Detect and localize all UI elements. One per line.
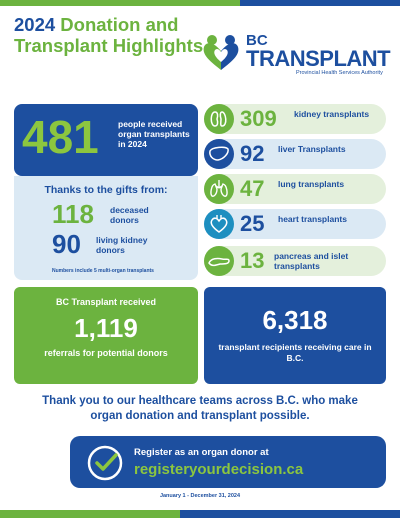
referrals-top-text: BC Transplant received — [55, 297, 157, 307]
date-range: January 1 - December 31, 2024 — [159, 493, 241, 499]
register-banner[interactable] — [70, 436, 386, 488]
logo-line1: BC — [246, 32, 268, 49]
logo-line2: TRANSPLANT — [246, 46, 391, 71]
recipients-text: people received organ transplants in 202… — [118, 119, 190, 149]
title-year: 2024 — [14, 14, 56, 35]
care-panel — [204, 287, 386, 384]
pancreas-label: pancreas and islet transplants — [274, 251, 349, 271]
kidney-label: kidney transplants — [294, 109, 370, 119]
gifts-panel — [14, 176, 198, 280]
organ-row-heart: 25 heart transplants — [204, 209, 386, 239]
pancreas-icon — [204, 246, 234, 276]
heart-label: heart transplants — [278, 214, 347, 224]
recipients-panel — [14, 104, 198, 176]
logo-line3: Provincial Health Services Authority — [296, 70, 383, 76]
deceased-donors-number: 118 — [52, 199, 94, 229]
gifts-heading: Thanks to the gifts from: — [44, 184, 168, 196]
living-donors-number: 90 — [52, 229, 81, 259]
heart-number: 25 — [240, 211, 265, 236]
lung-label: lung transplants — [278, 179, 345, 189]
lung-number: 47 — [240, 176, 265, 201]
care-number: 6,318 — [262, 305, 328, 335]
referrals-panel — [14, 287, 198, 384]
register-line: Register as an organ donor at — [134, 447, 269, 458]
top-color-strip — [0, 0, 400, 6]
lungs-icon — [204, 174, 234, 204]
referrals-bottom-text: referrals for potential donors — [44, 348, 168, 358]
organ-row-liver: 92 liver Transplants — [204, 139, 386, 169]
liver-number: 92 — [240, 141, 265, 166]
kidney-icon — [204, 104, 234, 134]
people-heart-logo-icon — [203, 35, 239, 70]
deceased-donors-label: deceased donors — [110, 205, 149, 225]
recipients-number: 481 — [22, 111, 99, 163]
organ-row-kidney: 309 kidney transplants — [204, 104, 386, 134]
care-text: transplant recipients receiving care in … — [218, 342, 372, 363]
checkmark-circle-icon — [87, 445, 123, 481]
liver-label: liver Transplants — [278, 144, 346, 154]
bottom-color-strip — [0, 510, 400, 518]
kidney-number: 309 — [240, 106, 277, 131]
multi-organ-footnote: Numbers include 5 multi-organ transplant… — [52, 268, 154, 274]
living-donors-label: living kidney donors — [96, 235, 148, 255]
bc-transplant-logo: BC TRANSPLANT Provincial Health Services… — [200, 32, 391, 80]
organ-row-lung: 47 lung transplants — [204, 174, 386, 204]
organ-row-pancreas: 13 pancreas and islet transplants — [204, 246, 386, 276]
register-link[interactable]: registeryourdecision.ca — [134, 461, 304, 478]
thank-you-message: Thank you to our healthcare teams across… — [42, 395, 358, 422]
referrals-number: 1,119 — [74, 313, 138, 343]
page-title: 2024 Donation and Transplant Highlights — [14, 14, 204, 56]
heart-icon — [204, 209, 234, 239]
liver-icon — [204, 139, 234, 169]
title-text: Donation and Transplant Highlights — [14, 14, 204, 56]
pancreas-number: 13 — [240, 248, 265, 273]
